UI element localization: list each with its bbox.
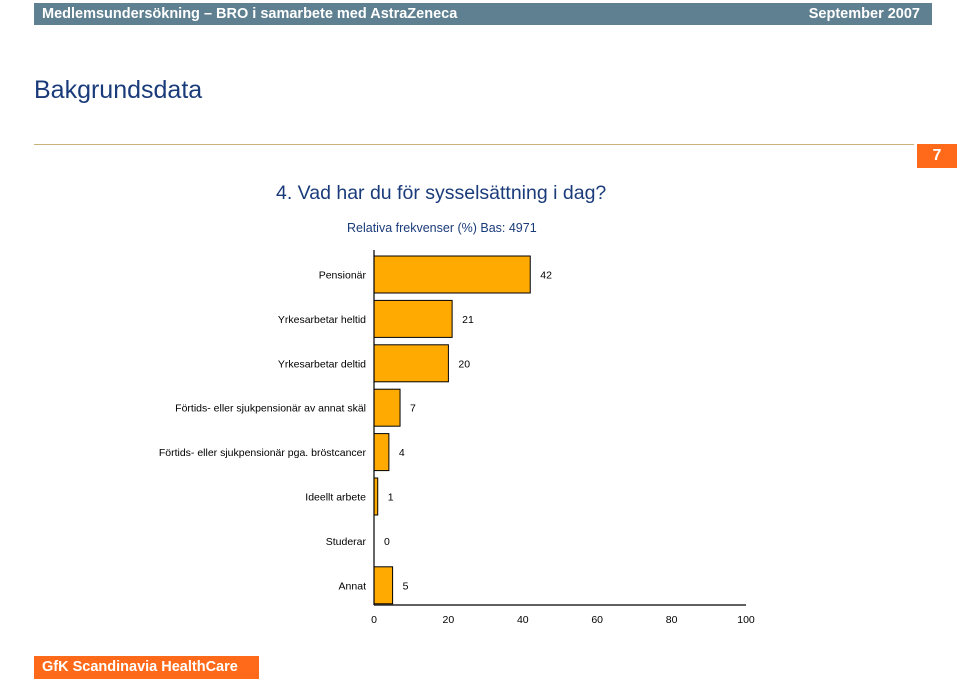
bar	[373, 299, 453, 338]
chart-subtitle: Relativa frekvenser (%) Bas: 4971	[347, 221, 537, 235]
x-tick-label: 0	[371, 614, 377, 626]
category-label: Yrkesarbetar deltid	[278, 358, 366, 370]
x-axis: 0 20 40 60 80 100	[371, 250, 755, 626]
value-label: 0	[384, 536, 390, 548]
value-label: 5	[403, 580, 409, 592]
x-tick-label: 20	[443, 614, 455, 626]
category-label: Förtids- eller sjukpensionär pga. bröstc…	[159, 447, 367, 459]
page-number: 7	[917, 144, 957, 168]
value-label: 1	[388, 492, 394, 504]
bar	[373, 433, 390, 472]
x-tick-label: 40	[517, 614, 529, 626]
bar	[373, 255, 531, 294]
bars-group: Pensionär 42 Yrkesarbetar heltid 21 Yrkesarb…	[159, 255, 552, 605]
category-label: Förtids- eller sjukpensionär av annat sk…	[175, 403, 366, 415]
value-label: 4	[399, 447, 405, 459]
category-label: Ideellt arbete	[305, 492, 366, 504]
x-tick-label: 60	[591, 614, 603, 626]
chart-title: 4. Vad har du för sysselsättning i dag?	[276, 182, 606, 204]
page-heading: Bakgrundsdata	[34, 76, 203, 104]
category-label: Annat	[339, 580, 367, 592]
header-bar: Medlemsundersökning – BRO i samarbete me…	[34, 3, 932, 25]
divider-line	[34, 144, 914, 145]
category-label: Studerar	[326, 536, 367, 548]
category-label: Yrkesarbetar heltid	[278, 314, 366, 326]
bar	[373, 344, 449, 383]
value-label: 21	[462, 314, 474, 326]
value-label: 7	[410, 403, 416, 415]
bar	[373, 388, 401, 427]
header-title: Medlemsundersökning – BRO i samarbete me…	[42, 6, 458, 22]
category-label: Pensionär	[319, 270, 367, 282]
header-date: September 2007	[808, 6, 920, 22]
value-label: 42	[540, 270, 552, 282]
x-tick-label: 80	[666, 614, 678, 626]
footer-logo: GfK Scandinavia HealthCare	[34, 656, 259, 679]
value-label: 20	[458, 358, 470, 370]
bar	[373, 566, 394, 605]
x-tick-label: 100	[737, 614, 755, 626]
